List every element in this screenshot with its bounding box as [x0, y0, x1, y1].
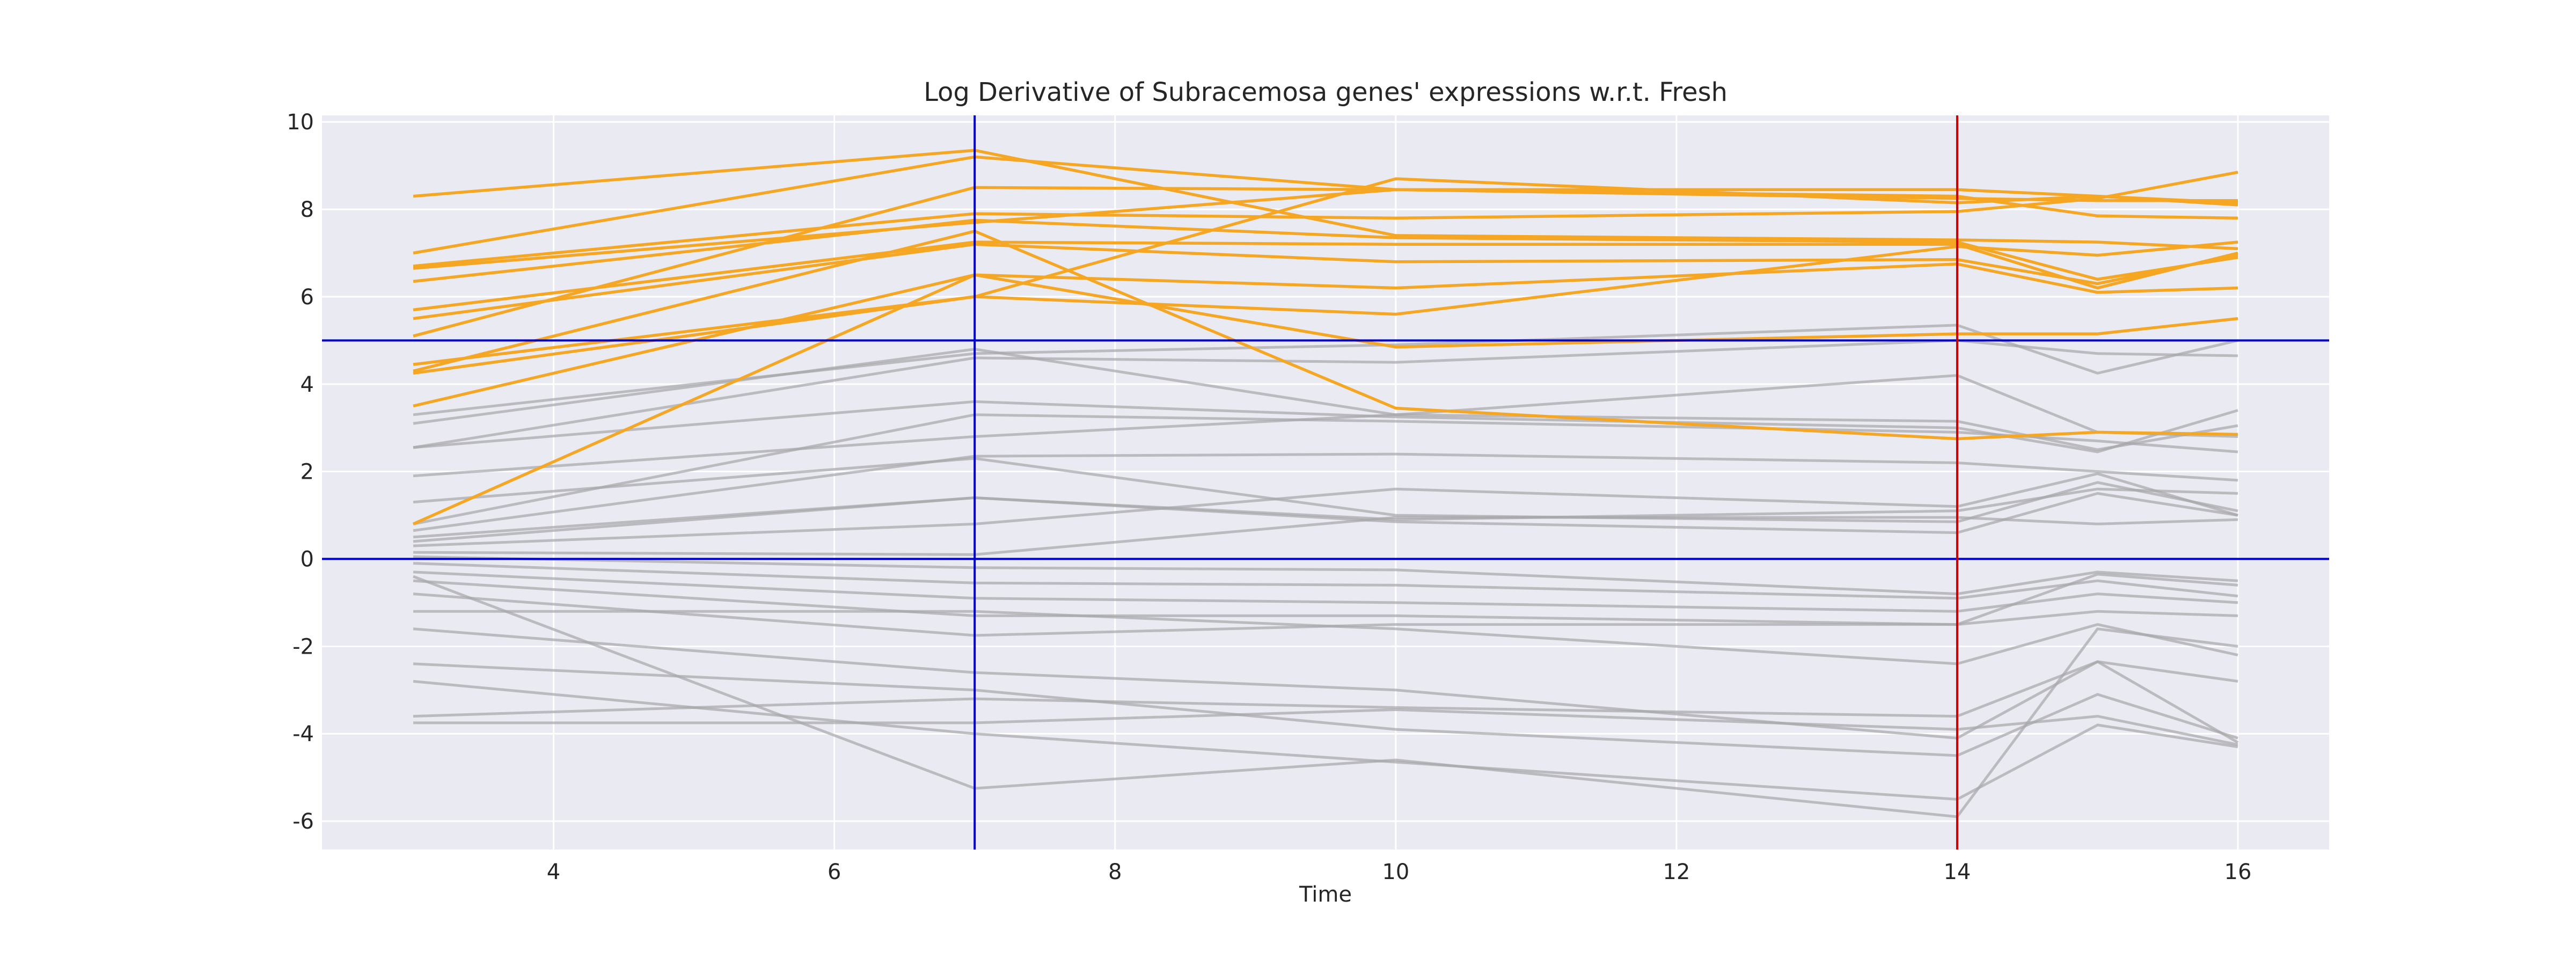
background-series-line: [413, 492, 2238, 543]
x-tick-label: 10: [1382, 860, 1409, 884]
background-series-line: [413, 575, 2238, 818]
x-tick-label: 4: [547, 860, 560, 884]
background-series-line: [413, 627, 2239, 744]
highlighted-series: [412, 149, 2238, 525]
background-series-line: [413, 570, 2238, 613]
background-series-line: [413, 562, 2238, 600]
background-series-line: [413, 680, 2238, 801]
highlighted-series-line: [413, 171, 2238, 268]
x-tick-label: 14: [1943, 860, 1971, 884]
reference-lines: [322, 115, 2329, 850]
background-series-line: [413, 516, 2238, 556]
background-series-line: [413, 452, 2238, 532]
background-series-line: [413, 339, 2238, 449]
chart-title: Log Derivative of Subracemosa genes' exp…: [924, 77, 1728, 107]
x-tick-label: 6: [828, 860, 841, 884]
y-tick-label: -2: [292, 634, 314, 659]
background-series-line: [413, 324, 2238, 416]
background-series-line: [413, 413, 2238, 478]
highlighted-series-line: [413, 186, 2238, 338]
background-series-line: [413, 662, 2238, 757]
background-series-line: [413, 579, 2238, 626]
x-tick-label: 8: [1108, 860, 1122, 884]
tick-labels: 4 6 8 10 12 14 16 -6 -4 -2 0 2 4 6 8 10: [287, 110, 2251, 884]
background-series: [413, 324, 2239, 818]
highlighted-series-line: [413, 149, 2238, 251]
background-series-line: [413, 610, 2238, 665]
background-series-line: [413, 555, 2238, 596]
highlighted-series-line: [413, 243, 2238, 320]
y-tick-label: -6: [292, 809, 314, 834]
highlighted-series-line: [413, 262, 2238, 408]
y-tick-label: 6: [301, 285, 314, 310]
background-series-line: [413, 472, 2238, 547]
x-axis-label: Time: [1299, 882, 1352, 907]
x-tick-label: 12: [1663, 860, 1690, 884]
y-tick-label: 8: [301, 197, 314, 222]
background-series-line: [413, 708, 2238, 747]
x-tick-label: 16: [2224, 860, 2252, 884]
highlighted-series-line: [413, 218, 2238, 283]
highlighted-series-line: [413, 240, 2238, 375]
y-tick-label: 4: [301, 372, 314, 397]
background-series-line: [413, 573, 2238, 637]
background-series-line: [413, 413, 2238, 525]
highlighted-series-line: [413, 230, 2238, 441]
y-tick-label: 0: [301, 547, 314, 572]
background-series-line: [413, 660, 2238, 718]
y-tick-label: -4: [292, 722, 314, 747]
y-tick-label: 2: [301, 460, 314, 485]
y-tick-label: 10: [287, 110, 314, 135]
